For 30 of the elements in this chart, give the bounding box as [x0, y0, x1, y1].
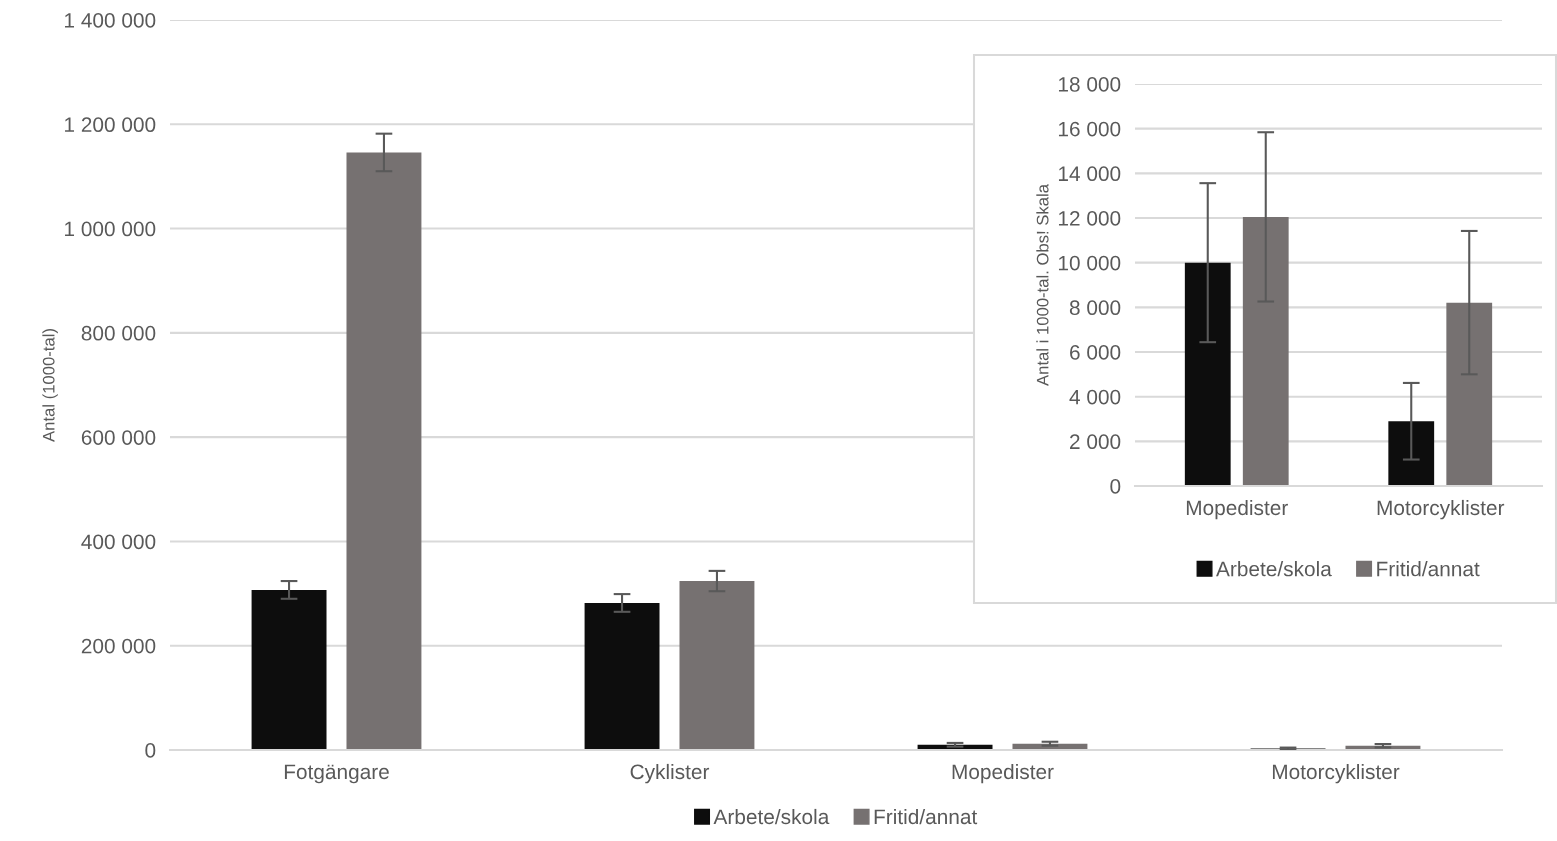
y-tick-label: 18 000 — [1058, 77, 1121, 92]
y-tick-label: 8 000 — [1069, 300, 1121, 316]
y-tick-label: 200 000 — [81, 638, 156, 654]
x-tick-label: Fotgängare — [284, 764, 389, 784]
x-tick-label: Cyklister — [630, 763, 710, 784]
x-tick-label: Motorcyklister — [1377, 499, 1505, 520]
y-tick-label: 10 000 — [1058, 255, 1121, 271]
y-tick-label: 0 — [145, 743, 156, 758]
x-tick-label: Motorcyklister — [1272, 763, 1400, 784]
legend-label: Arbete/skola — [713, 808, 830, 825]
y-axis-title: Antal (1000-tal) — [42, 329, 58, 442]
y-tick-label: 1 000 000 — [65, 221, 156, 237]
y-tick-label: 2 000 — [1070, 434, 1121, 450]
y-tick-label: 600 000 — [81, 430, 156, 445]
legend-label: Fritid/annat — [1377, 561, 1480, 577]
y-tick-label: 12 000 — [1058, 211, 1121, 226]
x-tick-label: Mopedister — [1186, 499, 1288, 520]
y-tick-label: 0 — [1110, 479, 1121, 494]
y-tick-label: 6 000 — [1070, 345, 1121, 360]
y-tick-label: 4 000 — [1069, 389, 1121, 405]
y-tick-label: 16 000 — [1058, 121, 1121, 137]
y-axis-title: Antal i 1000-tal. Obs! Skala — [1036, 184, 1049, 386]
legend-label: Fritid/annat — [874, 808, 978, 825]
y-tick-label: 1 200 000 — [65, 117, 156, 133]
y-tick-label: 14 000 — [1058, 166, 1121, 182]
legend-label: Arbete/skola — [1216, 561, 1332, 577]
y-tick-label: 1 400 000 — [65, 13, 156, 28]
y-tick-label: 800 000 — [81, 325, 156, 341]
y-tick-label: 400 000 — [81, 534, 156, 550]
x-tick-label: Mopedister — [952, 763, 1054, 784]
